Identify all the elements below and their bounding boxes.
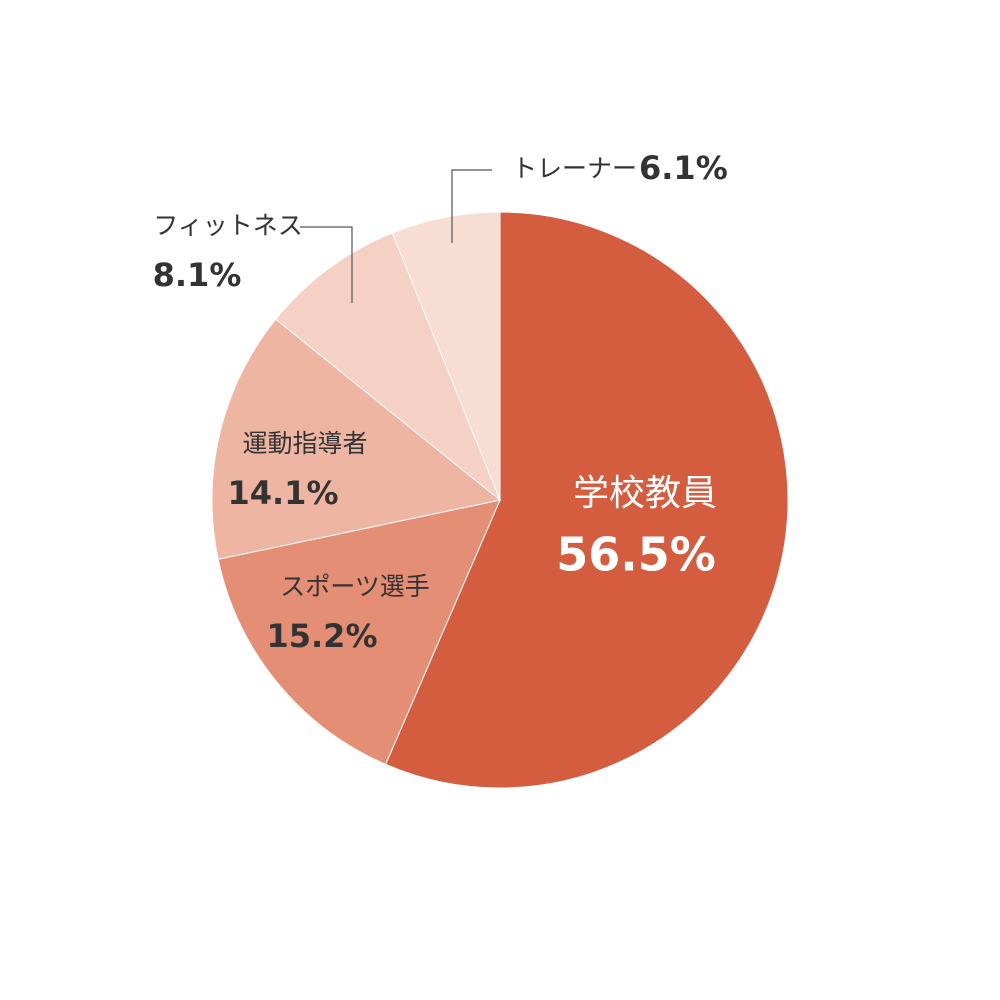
leader-line	[451, 169, 492, 243]
pie	[211, 211, 789, 789]
value-label: 8.1%	[153, 256, 242, 294]
value-label: 6.1%	[639, 149, 728, 187]
pie-slice	[391, 211, 501, 501]
pie-slice	[217, 499, 501, 765]
value-label: 56.5%	[556, 528, 716, 582]
pie-slice	[275, 232, 502, 502]
value-label: 15.2%	[266, 617, 377, 655]
leader-line	[300, 226, 353, 303]
slice-label: スポーツ選手	[280, 572, 430, 601]
value-label: 14.1%	[227, 474, 338, 512]
pie-slice	[384, 211, 789, 789]
slice-label: 学校教員	[573, 473, 717, 514]
slice-label: フィットネス	[153, 211, 303, 240]
pie-slice	[211, 318, 502, 560]
slice-label: トレーナー	[512, 154, 637, 183]
slice-label: 運動指導者	[242, 429, 367, 458]
